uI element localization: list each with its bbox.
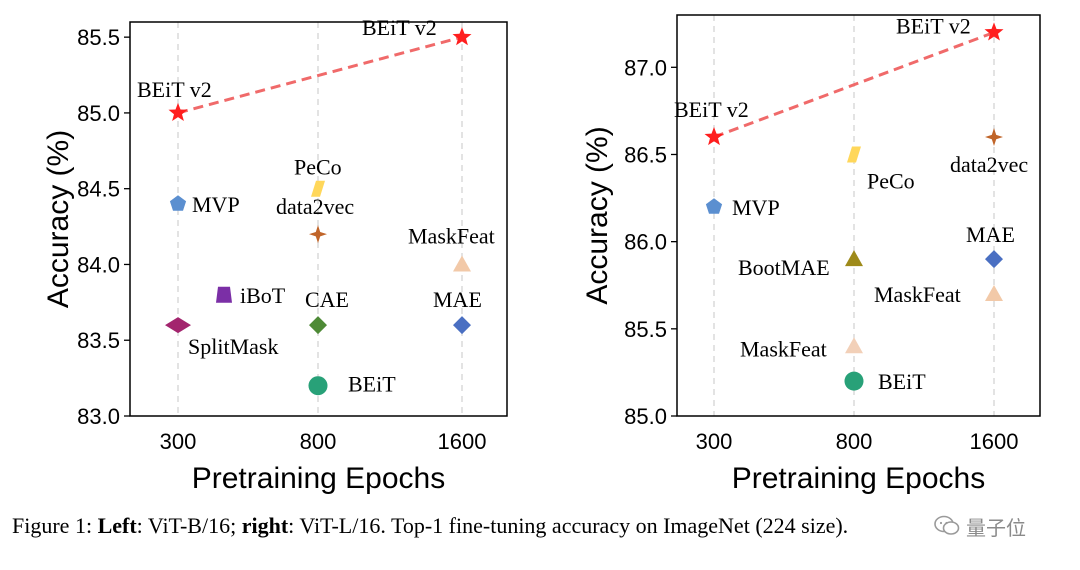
y-axis-title: Accuracy (%) — [42, 130, 75, 308]
y-tick-label: 86.5 — [624, 142, 667, 167]
caption-left-bold: Left — [97, 513, 137, 538]
pentagon-marker — [169, 195, 187, 211]
watermark-text: 量子位 — [966, 515, 1026, 540]
chart-right: 85.0 85.5 86.0 86.5 87.0 300 800 1600 Pretrainin… — [581, 13, 1041, 495]
triangle-marker — [985, 284, 1003, 301]
cross-star-marker — [985, 128, 1003, 147]
circle-marker — [308, 376, 328, 396]
point-label: MVP — [192, 192, 240, 217]
x-tick-label: 800 — [836, 429, 873, 454]
trend-line — [177, 35, 463, 115]
chart-left: 83.0 83.5 84.0 84.5 85.0 85.5 300 800 1600 Pretra… — [42, 15, 508, 495]
point-label: PeCo — [867, 168, 915, 193]
point-label: CAE — [305, 287, 349, 312]
diamond-marker — [309, 316, 327, 335]
point-label: MaskFeat — [740, 336, 827, 361]
point-label: BEiT — [348, 372, 396, 397]
point-label: MVP — [732, 195, 780, 220]
wide-diamond-marker — [165, 317, 191, 334]
y-tick-label: 84.5 — [77, 177, 120, 202]
point-label: BEiT v2 — [896, 13, 971, 38]
point-label: iBoT — [240, 283, 286, 308]
parallelogram-marker — [847, 146, 861, 163]
star-marker — [452, 27, 472, 46]
parallelogram-marker — [311, 180, 325, 197]
point-label: MAE — [433, 287, 482, 312]
x-axis-title: Pretraining Epochs — [192, 462, 445, 495]
diamond-marker — [985, 250, 1003, 269]
point-label: BootMAE — [738, 255, 830, 280]
figure-caption: Figure 1: Left: ViT-B/16; right: ViT-L/1… — [12, 511, 1077, 541]
point-label: BEiT — [878, 369, 926, 394]
wechat-icon — [934, 515, 960, 535]
point-label: PeCo — [294, 155, 342, 180]
star-marker — [168, 102, 188, 121]
point-label: MaskFeat — [874, 282, 961, 307]
x-axis-title: Pretraining Epochs — [732, 462, 985, 495]
x-tick-label: 800 — [300, 429, 337, 454]
y-tick-label: 85.5 — [77, 25, 120, 50]
plot-frame — [676, 14, 1041, 417]
caption-figure-label: Figure 1: — [12, 513, 98, 538]
point-label: MAE — [966, 222, 1015, 247]
pentagon-marker — [705, 198, 723, 214]
triangle-marker — [453, 255, 471, 272]
circle-marker — [844, 371, 864, 391]
x-tick-label: 300 — [160, 429, 197, 454]
point-label: BEiT v2 — [137, 77, 212, 102]
x-tick-label: 1600 — [970, 429, 1019, 454]
point-label: SplitMask — [188, 334, 278, 359]
y-tick-label: 85.5 — [624, 317, 667, 342]
diamond-marker — [453, 316, 471, 335]
triangle-marker — [845, 250, 863, 267]
y-tick-label: 85.0 — [624, 404, 667, 429]
y-tick-label: 83.0 — [77, 404, 120, 429]
triangle-marker — [845, 337, 863, 354]
caption-left-text: : ViT-B/16; — [136, 513, 242, 538]
point-label: BEiT v2 — [362, 15, 437, 40]
x-tick-label: 300 — [696, 429, 733, 454]
y-tick-label: 84.0 — [77, 252, 120, 277]
star-marker — [704, 127, 724, 146]
y-tick-label: 87.0 — [624, 55, 667, 80]
star-marker — [984, 22, 1004, 41]
plot-frame — [129, 21, 508, 417]
caption-right-bold: right — [241, 513, 289, 538]
point-label: BEiT v2 — [674, 97, 749, 122]
y-axis-title: Accuracy (%) — [581, 126, 614, 304]
caption-right-text: : ViT-L/16. Top-1 fine-tuning accuracy o… — [288, 513, 849, 538]
point-label: data2vec — [276, 194, 354, 219]
cross-star-marker — [309, 225, 327, 244]
trapezoid-marker — [216, 286, 232, 303]
y-tick-label: 83.5 — [77, 328, 120, 353]
x-tick-label: 1600 — [438, 429, 487, 454]
trend-line — [713, 31, 995, 139]
y-tick-label: 85.0 — [77, 101, 120, 126]
point-label: data2vec — [950, 152, 1028, 177]
point-label: MaskFeat — [408, 223, 495, 248]
y-tick-label: 86.0 — [624, 230, 667, 255]
watermark: 量子位 — [928, 508, 1080, 544]
